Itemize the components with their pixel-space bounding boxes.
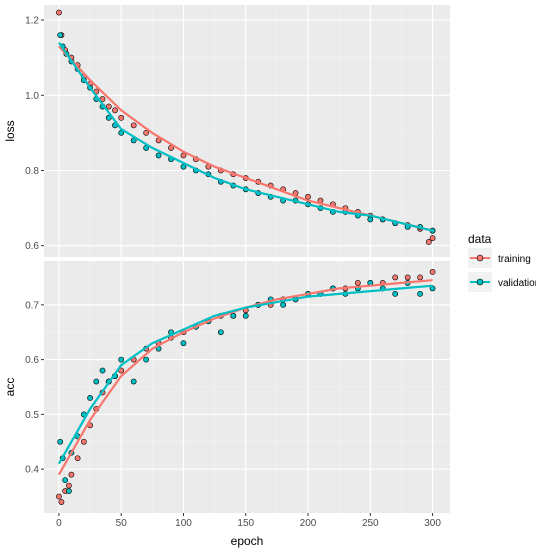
legend-point-training [476,254,484,262]
loss-point-validation [105,114,112,121]
loss-point-validation [155,152,162,159]
legend-item-training: training [468,248,531,268]
loss-point-training [105,103,112,110]
x-tick-label: 100 [175,518,192,529]
x-tick-label: 50 [116,518,128,529]
acc-point-validation [242,312,249,319]
loss-point-training [143,129,150,136]
acc-point-validation [93,378,100,385]
loss-panel-background [44,5,450,257]
acc-point-training [56,493,62,500]
acc-point-validation [392,290,399,297]
acc-point-validation [66,488,72,494]
loss-y-tick-label: 1.0 [25,91,39,102]
x-tick-label: 250 [362,518,379,529]
acc-point-training [404,274,411,281]
acc-y-tick-label: 0.4 [25,465,39,476]
acc-point-training [417,274,424,281]
acc-point-validation [417,290,424,297]
acc-y-ticks: 0.4 0.5 0.6 0.7 [25,300,44,476]
acc-fit-line-validation [57,284,433,465]
x-tick-label: 300 [424,518,441,529]
loss-point-validation [57,32,64,38]
x-axis-title: epoch [231,534,264,548]
acc-point-validation [143,356,150,363]
acc-point-training [429,269,436,275]
legend-title: data [468,232,492,246]
loss-point-training [112,107,118,114]
acc-grid [44,261,450,513]
x-tick-label: 150 [237,518,254,529]
acc-point-training [354,280,361,286]
acc-point-training [58,499,65,505]
acc-y-axis-title: acc [3,378,17,397]
acc-y-tick-label: 0.6 [25,355,39,366]
loss-point-training [425,239,432,245]
legend-label-validation: validation [498,278,536,289]
acc-point-validation [62,477,69,484]
loss-y-ticks: 0.6 0.8 1.0 1.2 [25,16,44,252]
legend-label-training: training [498,254,531,265]
loss-y-tick-label: 1.2 [25,16,39,27]
acc-point-training [392,274,399,281]
x-tick-label: 0 [56,518,62,529]
acc-point-validation [180,340,187,347]
acc-point-training [68,471,75,478]
loss-point-training [56,9,62,16]
acc-point-validation [230,312,237,319]
loss-point-training [305,193,311,200]
x-ticks: 0 50 100 150 200 250 300 [56,513,441,529]
acc-panel: 0.4 0.5 0.6 0.7 acc [3,261,450,513]
loss-panel: 0.6 0.8 1.0 1.2 loss [3,5,450,257]
loss-fit-line-validation [57,41,433,232]
loss-y-axis-title: loss [3,120,17,141]
acc-point-validation [130,378,137,385]
loss-point-training [118,114,125,121]
acc-point-validation [99,367,106,374]
loss-series [56,9,436,245]
legend: data training validation [468,232,536,292]
acc-point-validation [87,395,93,401]
acc-y-tick-label: 0.7 [25,300,39,311]
loss-point-training [429,235,436,242]
acc-point-validation [280,301,287,308]
acc-y-tick-label: 0.5 [25,410,39,421]
acc-series [56,269,436,505]
loss-point-training [130,122,137,129]
acc-point-training [80,438,87,445]
loss-point-validation [367,216,374,223]
loss-y-tick-label: 0.8 [25,166,39,177]
acc-point-training [66,482,72,489]
acc-point-validation [217,329,224,336]
loss-y-tick-label: 0.6 [25,241,39,252]
acc-point-validation [118,356,125,363]
acc-point-training [74,455,81,462]
legend-item-validation: validation [468,272,536,292]
acc-point-validation [57,438,64,445]
x-tick-label: 200 [300,518,317,529]
legend-point-validation [476,278,484,286]
